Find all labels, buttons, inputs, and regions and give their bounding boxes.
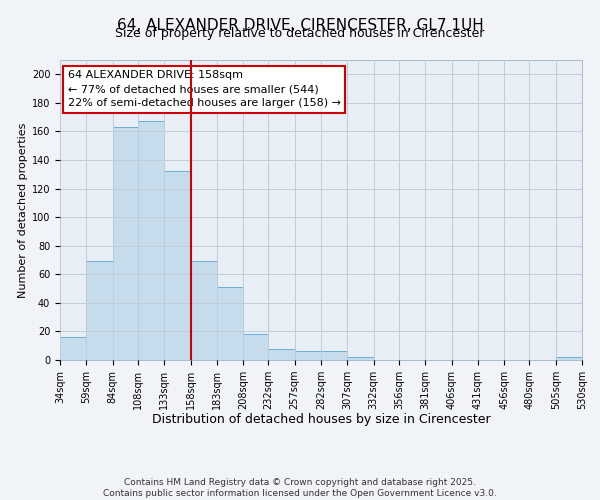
X-axis label: Distribution of detached houses by size in Cirencester: Distribution of detached houses by size … (152, 414, 490, 426)
Bar (217, 287, 243, 360)
Text: Contains HM Land Registry data © Crown copyright and database right 2025.
Contai: Contains HM Land Registry data © Crown c… (103, 478, 497, 498)
Bar (347, 357, 374, 360)
Text: Size of property relative to detached houses in Cirencester: Size of property relative to detached ho… (115, 28, 485, 40)
Text: 64, ALEXANDER DRIVE, CIRENCESTER, GL7 1UH: 64, ALEXANDER DRIVE, CIRENCESTER, GL7 1U… (116, 18, 484, 32)
Bar (191, 262, 217, 360)
Bar (243, 334, 268, 360)
Y-axis label: Number of detached properties: Number of detached properties (17, 122, 28, 298)
Bar (321, 352, 347, 360)
Bar (295, 352, 321, 360)
Text: 64 ALEXANDER DRIVE: 158sqm
← 77% of detached houses are smaller (544)
22% of sem: 64 ALEXANDER DRIVE: 158sqm ← 77% of deta… (68, 70, 341, 108)
Bar (60, 337, 86, 360)
Bar (113, 127, 138, 360)
Bar (164, 172, 191, 360)
Bar (268, 348, 295, 360)
Bar (138, 122, 164, 360)
Bar (556, 357, 582, 360)
Bar (86, 262, 113, 360)
